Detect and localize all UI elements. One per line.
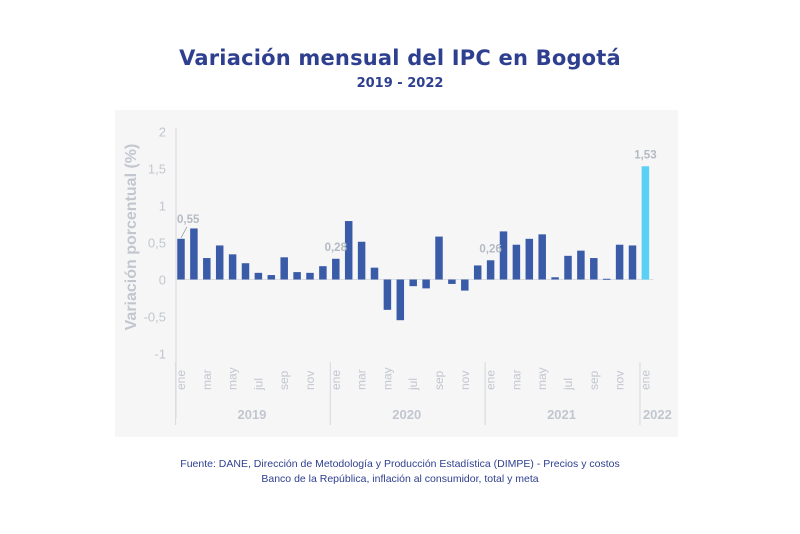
data-label: 0,28 (325, 242, 348, 254)
x-tick-label: ene (638, 370, 652, 390)
year-label: 2022 (643, 407, 672, 422)
bar (177, 238, 185, 280)
y-tick-label: 0,5 (148, 236, 166, 251)
x-tick-label: mar (200, 369, 214, 390)
bar (473, 265, 482, 280)
source-line-1: Fuente: DANE, Dirección de Metodología y… (180, 458, 620, 470)
y-tick-label: 1 (159, 199, 166, 214)
bar (409, 279, 417, 287)
bar (628, 245, 637, 280)
bar (357, 241, 366, 280)
x-tick-label: may (226, 367, 240, 390)
bar (448, 279, 456, 284)
x-tick-label: jul (406, 378, 420, 391)
bar (190, 228, 198, 280)
year-label: 2019 (237, 407, 266, 422)
chart-title: Variación mensual del IPC en Bogotá (179, 46, 621, 70)
bar (577, 250, 585, 280)
bar (280, 257, 288, 280)
bar (615, 244, 624, 280)
bar (435, 236, 443, 280)
bar (538, 234, 546, 280)
x-tick-label: nov (458, 371, 472, 390)
x-tick-label: sep (587, 370, 601, 390)
y-tick-label: 1,5 (148, 162, 166, 177)
x-tick-label: sep (277, 370, 291, 390)
year-label: 2020 (392, 407, 421, 422)
bar (551, 277, 559, 280)
bar (512, 244, 521, 280)
x-tick-label: ene (174, 370, 188, 390)
x-tick-label: jul (561, 378, 575, 391)
x-tick-label: ene (329, 370, 343, 390)
y-tick-label: 0 (159, 273, 166, 288)
x-tick-label: nov (613, 371, 627, 390)
x-tick-label: mar (355, 369, 369, 390)
bar (422, 279, 430, 289)
bar (590, 258, 598, 280)
y-tick-label: -1 (154, 347, 166, 362)
bar (241, 263, 250, 280)
bar (228, 254, 237, 280)
bar (306, 272, 314, 280)
bar (203, 258, 211, 280)
x-tick-label: mar (509, 369, 523, 390)
x-tick-label: nov (303, 371, 317, 390)
x-tick-label: jul (251, 378, 265, 391)
bar (215, 245, 224, 280)
y-axis-title: Variación porcentual (%) (123, 144, 140, 331)
x-tick-label: ene (484, 370, 498, 390)
y-tick-label: -0,5 (144, 310, 166, 325)
bar (267, 275, 276, 280)
chart-subtitle: 2019 - 2022 (356, 76, 444, 91)
year-label: 2021 (547, 407, 576, 422)
data-label: 0,55 (177, 214, 200, 226)
x-tick-label: may (380, 367, 394, 390)
annotation-leader (180, 226, 188, 238)
x-tick-label: may (535, 367, 549, 390)
source-note: Fuente: DANE, Dirección de Metodología y… (0, 457, 800, 487)
bar (319, 266, 327, 280)
bar (525, 238, 534, 280)
bar (396, 279, 405, 321)
bar (254, 272, 263, 280)
bar (383, 279, 392, 310)
bar (564, 255, 572, 280)
bar (370, 267, 379, 280)
data-label: 0,26 (479, 243, 501, 255)
data-label: 1,53 (634, 149, 656, 161)
bar (641, 166, 650, 280)
bar (344, 221, 353, 280)
bar (499, 231, 508, 280)
x-tick-label: sep (432, 370, 446, 390)
bar (332, 258, 340, 280)
y-tick-label: 2 (159, 125, 166, 140)
bar (486, 260, 495, 280)
bar (461, 279, 469, 291)
bar (293, 272, 301, 280)
bar (602, 278, 611, 280)
source-line-2: Banco de la República, inflación al cons… (261, 473, 539, 485)
